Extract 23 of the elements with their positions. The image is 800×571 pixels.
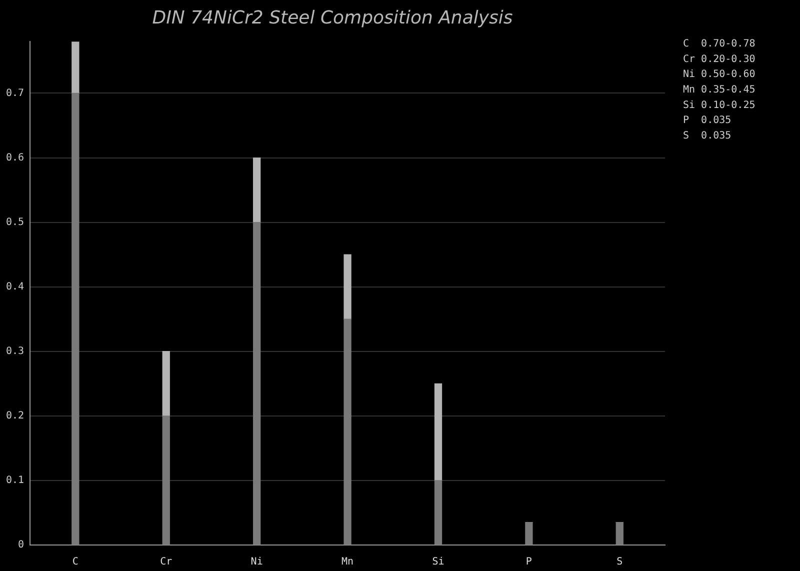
text: P 0.035 (683, 115, 732, 126)
y-tick-label: 0 (18, 540, 24, 551)
x-tick-label: P (526, 556, 532, 568)
text: Si 0.10-0.25 (683, 100, 756, 111)
x-tick-label: C (72, 556, 78, 568)
y-tick-label: 0.3 (6, 346, 24, 357)
y-tick-label: 0.6 (6, 152, 24, 164)
text: Mn 0.35-0.45 (683, 84, 756, 96)
text: Ni 0.50-0.60 (683, 69, 756, 80)
chart-title: DIN 74NiCr2 Steel Composition Analysis (152, 7, 513, 28)
x-tick-label: Mn (342, 556, 354, 568)
x-tick-label: S (616, 556, 623, 568)
text: C 0.70-0.78 (683, 38, 756, 50)
y-tick-label: 0.2 (6, 410, 24, 422)
text: S 0.035 (683, 130, 732, 142)
x-tick-label: Cr (160, 556, 172, 568)
y-tick-label: 0.4 (6, 281, 24, 292)
y-tick-label: 0.5 (6, 216, 24, 228)
y-tick-label: 0.7 (6, 88, 24, 99)
x-tick-label: Ni (250, 556, 263, 568)
text: Cr 0.20-0.30 (683, 54, 756, 65)
y-tick-label: 0.1 (6, 475, 24, 486)
x-tick-label: Si (432, 556, 444, 568)
